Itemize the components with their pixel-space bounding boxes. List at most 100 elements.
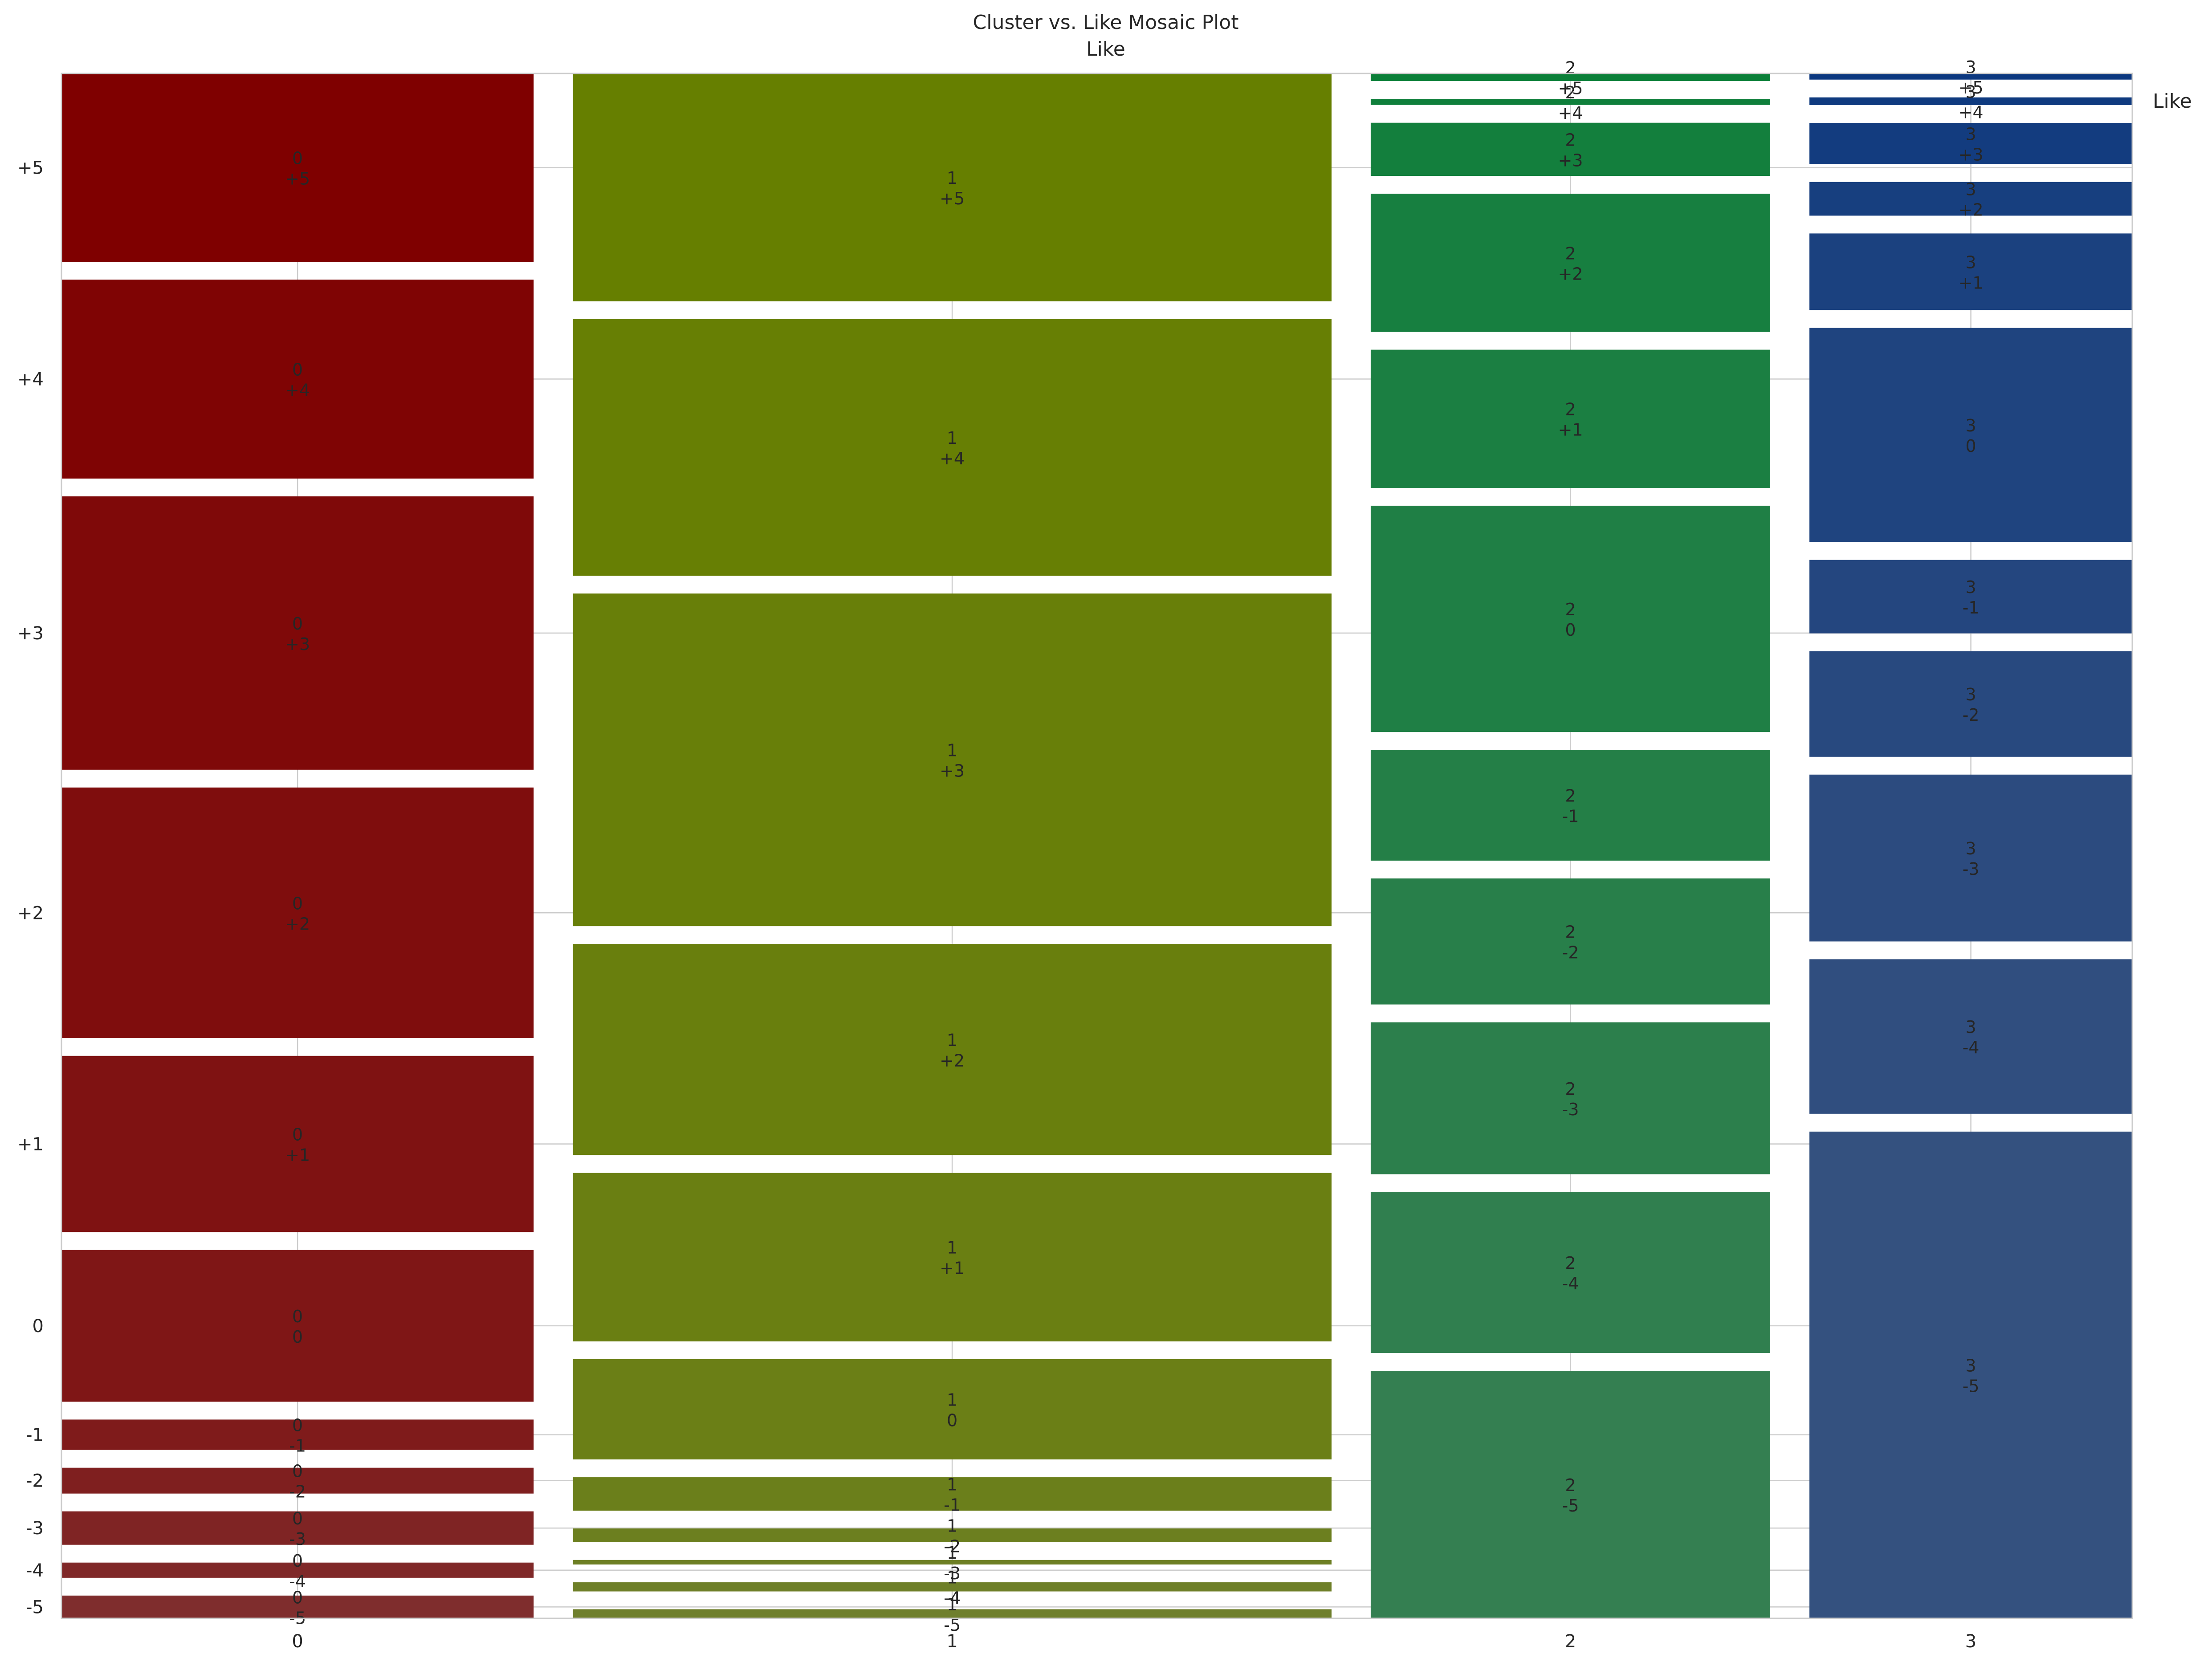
x-axis-ticks: 0 1 2 3 [292, 1631, 1976, 1652]
mosaic-tile [573, 73, 1332, 301]
tile-label-like: +4 [285, 380, 310, 400]
x-tick-label: 2 [1565, 1631, 1576, 1652]
y-tick-label: +2 [17, 903, 44, 923]
mosaic-tile [1370, 194, 1771, 332]
tile-label-cluster: 2 [1565, 1253, 1576, 1273]
tile-label-cluster: 0 [292, 894, 303, 913]
mosaic-tile [61, 1419, 534, 1450]
tile-label-like: +3 [1959, 145, 1984, 164]
tile-label-cluster: 1 [947, 1475, 957, 1495]
tile-label-like: -5 [1963, 1376, 1980, 1396]
mosaic-tile [573, 944, 1332, 1155]
tile-label-like: -3 [944, 1564, 961, 1583]
mosaic-tile [61, 279, 534, 479]
tile-label-like: +2 [285, 914, 310, 934]
y-tick-label: -1 [26, 1425, 44, 1446]
tile-label-like: -2 [289, 1482, 306, 1502]
y-tick-label: 0 [33, 1316, 44, 1337]
mosaic-tile [1809, 122, 2132, 164]
mosaic-tile [1370, 878, 1771, 1005]
tile-label-cluster: 1 [947, 1595, 957, 1614]
mosaic-tile [1370, 122, 1771, 176]
tile-label-like: +1 [1558, 420, 1583, 440]
tile-label-like: +4 [1959, 102, 1984, 122]
tile-label-like: -3 [1963, 859, 1980, 879]
tile-label-like: -1 [944, 1495, 961, 1515]
tile-label-cluster: 0 [292, 1307, 303, 1326]
mosaic-tile [573, 319, 1332, 576]
tile-label-cluster: 2 [1565, 600, 1576, 619]
mosaic-tile [61, 787, 534, 1038]
tile-label-cluster: 0 [292, 1416, 303, 1435]
tile-label-like: -4 [1963, 1038, 1980, 1057]
tile-label-cluster: 0 [292, 614, 303, 634]
tile-label-cluster: 3 [1965, 685, 1976, 704]
plot-frame [61, 73, 2133, 1619]
tile-label-cluster: 3 [1965, 180, 1976, 199]
mosaic-tile [1370, 99, 1771, 105]
tile-label-like: +2 [1558, 264, 1583, 284]
tile-label-cluster: 2 [1565, 400, 1576, 419]
tile-label-like: -2 [1963, 705, 1980, 725]
tile-label-cluster: 3 [1965, 124, 1976, 144]
tile-label-like: -1 [289, 1436, 306, 1456]
mosaic-tile [573, 1560, 1332, 1565]
tile-label-cluster: 1 [947, 168, 957, 188]
legend-label: Like [2153, 90, 2192, 113]
tile-label-cluster: 0 [292, 1588, 303, 1607]
tile-label-like: +2 [940, 1051, 965, 1070]
tile-label-cluster: 1 [947, 1030, 957, 1050]
tile-label-like: 0 [947, 1411, 957, 1430]
mosaic-tile [61, 1562, 534, 1578]
mosaic-tile [1809, 73, 2132, 80]
mosaic-tile [61, 1250, 534, 1402]
tile-label-like: +5 [1959, 78, 1984, 98]
tile-label-like: -4 [944, 1588, 961, 1608]
tile-label-cluster: 0 [292, 1509, 303, 1528]
tile-label-cluster: 2 [1565, 1079, 1576, 1099]
y-tick-label: -5 [26, 1597, 44, 1617]
tile-label-like: +5 [285, 169, 310, 188]
mosaic-tile [1370, 750, 1771, 861]
y-tick-label: -4 [26, 1560, 44, 1581]
tile-label-cluster: 3 [1965, 1017, 1976, 1037]
tile-label-cluster: 0 [292, 148, 303, 168]
y-tick-label: +5 [17, 158, 44, 178]
tile-label-cluster: 1 [947, 1543, 957, 1563]
tile-label-like: -4 [289, 1572, 306, 1591]
tile-label-like: +3 [1558, 150, 1583, 170]
mosaic-tile [573, 1173, 1332, 1341]
tile-label-like: +3 [940, 761, 965, 781]
tile-label-like: -3 [1562, 1100, 1579, 1119]
tile-label-like: +5 [940, 189, 965, 208]
y-tick-label: -2 [26, 1471, 44, 1491]
tile-label-cluster: 3 [1965, 839, 1976, 858]
tile-label-like: +4 [1558, 103, 1583, 123]
mosaic-tile [61, 1467, 534, 1494]
tile-label-like: -5 [1562, 1496, 1579, 1516]
tile-label-cluster: 3 [1965, 82, 1976, 102]
tile-label-cluster: 1 [947, 1238, 957, 1258]
mosaic-tile [1370, 349, 1771, 488]
tile-label-cluster: 1 [947, 1516, 957, 1536]
tile-label-like: -1 [1963, 598, 1980, 618]
y-tick-label: +4 [17, 369, 44, 390]
tile-label-cluster: 2 [1565, 922, 1576, 942]
tile-label-like: 0 [1965, 436, 1976, 456]
mosaic-tile [1809, 651, 2132, 757]
mosaic-tile [573, 1582, 1332, 1592]
tile-label-like: +5 [1558, 79, 1583, 98]
tile-label-cluster: 2 [1565, 83, 1576, 102]
tile-label-like: +4 [940, 449, 965, 468]
tile-label-like: +1 [940, 1259, 965, 1278]
mosaic-tile [573, 593, 1332, 926]
mosaic-tile [573, 1609, 1332, 1618]
tile-label-cluster: 1 [947, 741, 957, 760]
mosaic-tile [61, 1511, 534, 1545]
tile-label-cluster: 0 [292, 1551, 303, 1571]
y-tick-label: -3 [26, 1518, 44, 1539]
tile-label-cluster: 2 [1565, 786, 1576, 806]
mosaic-tile [1809, 97, 2132, 105]
tile-label-cluster: 1 [947, 1390, 957, 1410]
